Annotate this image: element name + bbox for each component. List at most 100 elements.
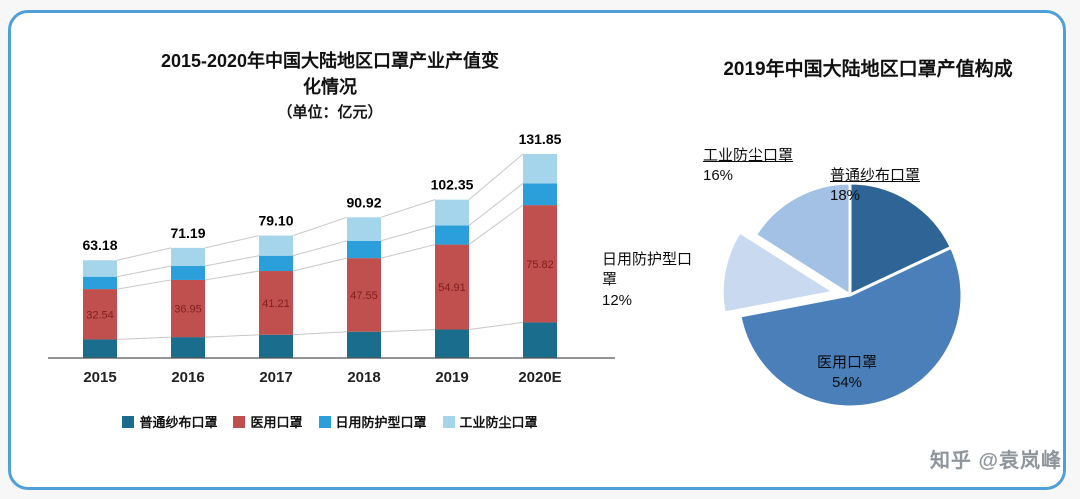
pie-label-industrial-pct: 16% <box>703 167 734 185</box>
legend-swatch-medical <box>233 415 246 428</box>
legend-label-daily: 日用防护型口罩 <box>335 415 427 430</box>
bar-segment <box>259 235 293 256</box>
legend-item-daily: 日用防护型口罩 <box>318 412 427 431</box>
bar-segment <box>523 322 557 358</box>
bar-segment <box>435 329 469 358</box>
watermark: 知乎 @袁岚峰 <box>929 450 1062 472</box>
x-axis-tick-label: 2018 <box>347 369 380 386</box>
pie-label-gauze-name: 普通纱布口罩 <box>830 167 921 184</box>
pie-label-industrial: 工业防尘口罩 16% <box>703 146 793 187</box>
bar-segment <box>259 255 293 272</box>
legend-label-industrial: 工业防尘口罩 <box>459 415 538 430</box>
pie-label-medical: 医用口罩 54% <box>795 353 899 394</box>
pie-slice <box>738 245 964 409</box>
left-chart-unit-label: （单位：亿元） <box>277 104 383 122</box>
x-axis-tick-label: 2016 <box>171 369 204 386</box>
legend-swatch-gauze <box>122 415 135 428</box>
bar-total-label: 79.10 <box>258 213 293 229</box>
bar-total-label: 131.85 <box>519 131 562 147</box>
bar-segment <box>171 266 205 280</box>
pie-label-daily: 日用防护型口罩 12% <box>602 250 702 311</box>
series-connector-line <box>116 265 172 278</box>
pie-slice <box>720 230 836 315</box>
stacked-bar-chart: 32.54 36.95 41.21 47.55 54.91 75.82 63.18 71.19… <box>48 131 615 386</box>
series-connector-line <box>468 204 524 245</box>
legend-item-gauze: 普通纱布口罩 <box>122 412 217 431</box>
bar-segment <box>83 339 117 358</box>
bar-segment <box>171 279 205 338</box>
legend-swatch-daily <box>318 415 331 428</box>
pie-label-industrial-name: 工业防尘口罩 <box>703 147 794 164</box>
pie-slice <box>753 181 852 297</box>
legend-swatch-industrial <box>442 415 455 428</box>
legend-item-industrial: 工业防尘口罩 <box>442 412 538 431</box>
bar-segment-value-label: 41.21 <box>262 298 290 310</box>
pie-label-daily-name: 日用防护型口罩 <box>602 251 693 289</box>
series-connector-line <box>204 235 260 249</box>
right-chart-title: 2019年中国大陆地区口罩产值构成 <box>723 59 1013 80</box>
bar-total-label: 63.18 <box>82 237 117 253</box>
series-connector-line <box>116 247 172 261</box>
series-connector-line <box>468 183 524 226</box>
legend-label-medical: 医用口罩 <box>250 415 303 430</box>
series-connector-line <box>380 199 436 218</box>
bar-total-label: 102.35 <box>431 177 474 193</box>
bar-segment-value-label: 32.54 <box>86 309 114 321</box>
series-connector-line <box>292 216 348 237</box>
series-connector-line <box>468 321 524 331</box>
bar-total-label: 71.19 <box>170 225 205 241</box>
series-connector-line <box>292 331 348 336</box>
bar-segment-value-label: 54.91 <box>438 282 466 294</box>
series-connector-line <box>380 225 436 242</box>
left-chart-title-text: 2015-2020年中国大陆地区口罩产业产值变 化情况 <box>80 48 580 100</box>
pie-label-daily-pct: 12% <box>602 291 633 309</box>
bar-segment <box>347 217 381 241</box>
pie-label-gauze: 普通纱布口罩 18% <box>830 166 930 207</box>
series-connector-line <box>204 255 260 267</box>
pie-slice <box>848 181 953 297</box>
x-axis-tick-label: 2019 <box>435 369 468 386</box>
series-connector-line <box>292 257 348 272</box>
series-connector-line <box>204 270 260 281</box>
legend-label-gauze: 普通纱布口罩 <box>139 415 218 430</box>
series-connector-line <box>380 329 436 333</box>
legend-item-medical: 医用口罩 <box>233 412 303 431</box>
bar-segment <box>83 276 117 290</box>
bar-segment <box>171 247 205 267</box>
bar-segment <box>435 244 469 330</box>
bar-segment-value-label: 75.82 <box>526 259 554 271</box>
bar-segment <box>259 271 293 335</box>
left-chart-title: 2015-2020年中国大陆地区口罩产业产值变 化情况 （单位：亿元） <box>80 48 580 124</box>
series-connector-line <box>204 334 260 338</box>
bar-segment <box>523 154 557 184</box>
pie-chart <box>720 181 964 409</box>
bar-segment-value-label: 36.95 <box>174 304 202 316</box>
pie-label-medical-name: 医用口罩 <box>816 354 877 371</box>
bar-segment <box>171 337 205 358</box>
x-axis-tick-label: 2015 <box>83 369 116 386</box>
bar-segment <box>435 225 469 245</box>
bar-segment <box>259 334 293 358</box>
bar-chart-legend: 普通纱布口罩 医用口罩 日用防护型口罩 工业防尘口罩 <box>40 412 620 431</box>
left-chart-title-line2: 化情况 <box>303 77 357 98</box>
pie-label-gauze-pct: 18% <box>830 187 861 205</box>
pie-label-medical-pct: 54% <box>831 374 863 392</box>
series-connector-line <box>292 240 348 257</box>
left-chart-title-line1: 2015-2020年中国大陆地区口罩产业产值变 <box>160 51 500 71</box>
bar-segment <box>347 240 381 259</box>
bar-segment <box>347 258 381 332</box>
x-axis-tick-label: 2020E <box>518 369 561 386</box>
bar-segment-value-label: 47.55 <box>350 290 378 302</box>
bar-segment <box>83 289 117 340</box>
series-connector-line <box>380 244 436 259</box>
x-axis-tick-label: 2017 <box>259 369 292 386</box>
bar-segment <box>83 260 117 277</box>
bar-segment <box>523 205 557 323</box>
series-connector-line <box>116 279 172 290</box>
series-connector-line <box>468 153 524 201</box>
series-connector-line <box>116 336 172 340</box>
bar-segment <box>347 331 381 358</box>
bar-total-label: 90.92 <box>346 194 381 210</box>
bar-segment <box>435 199 469 226</box>
bar-segment <box>523 183 557 206</box>
